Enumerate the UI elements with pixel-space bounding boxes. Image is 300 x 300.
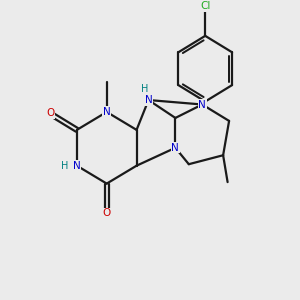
Text: N: N [172,143,179,153]
Text: N: N [198,100,206,110]
Text: N: N [103,107,111,117]
Text: O: O [46,109,54,118]
Text: H: H [61,161,69,171]
Text: O: O [103,208,111,218]
Text: Cl: Cl [200,1,210,11]
Text: H: H [141,84,148,94]
Text: N: N [73,161,81,171]
Text: N: N [145,95,152,105]
